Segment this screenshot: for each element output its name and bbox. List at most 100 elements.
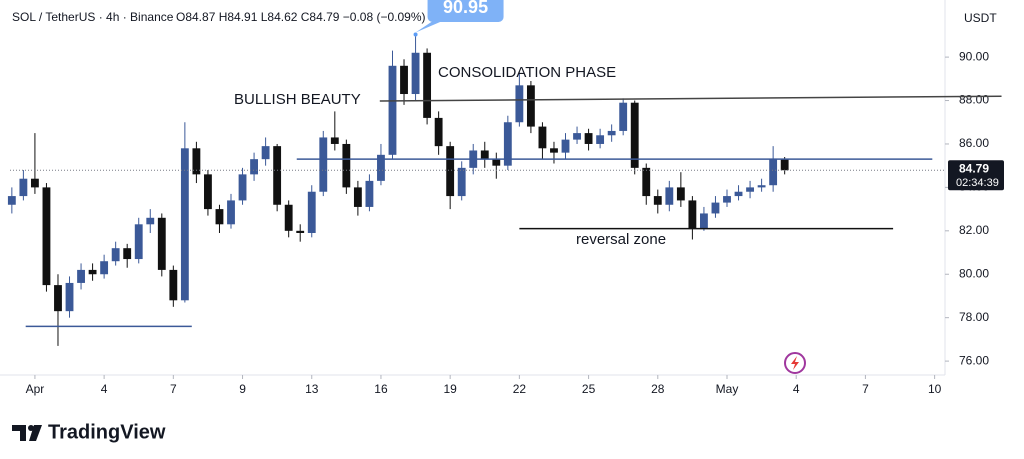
x-tick-label: 10 <box>928 382 942 396</box>
candle-body <box>700 213 708 229</box>
tradingview-logo <box>12 425 42 441</box>
x-tick-label: 9 <box>239 382 246 396</box>
candle-body <box>261 146 270 160</box>
candle-body <box>342 143 351 188</box>
candle-body <box>227 200 235 225</box>
callout-pointer <box>415 20 444 33</box>
candle-body <box>273 146 282 205</box>
candle-body <box>676 187 685 201</box>
candle-body <box>157 217 166 270</box>
candle-body <box>65 282 74 312</box>
y-tick-label: 76.00 <box>959 353 989 367</box>
header-ohlc: O84.87 H84.91 L84.62 C84.79 −0.08 (−0.09… <box>176 10 426 24</box>
candle-body <box>665 187 674 205</box>
candle-body <box>204 174 212 210</box>
candle-body <box>169 269 178 301</box>
candle-body <box>192 148 201 175</box>
candle-body <box>250 159 258 175</box>
candle-body <box>434 117 443 147</box>
annotation: reversal zone <box>576 231 666 248</box>
candle-body <box>503 122 512 166</box>
candle-body <box>619 102 628 131</box>
high-marker <box>413 32 418 37</box>
candle-body <box>307 191 316 233</box>
candle-body <box>215 209 224 225</box>
candle-body <box>423 52 432 118</box>
candle-body <box>353 187 362 207</box>
y-tick-label: 88.00 <box>959 93 989 107</box>
candle-body <box>30 178 39 188</box>
candle-body <box>365 180 374 207</box>
candle-body <box>746 187 754 192</box>
annotation: CONSOLIDATION PHASE <box>438 64 616 81</box>
candle-body <box>134 224 143 260</box>
brand: TradingView <box>48 421 166 443</box>
y-tick-label: 86.00 <box>959 136 989 150</box>
candle-body <box>284 204 293 231</box>
drawn-line <box>379 95 1002 102</box>
candle-body <box>526 85 535 127</box>
candle-body <box>561 139 570 153</box>
candle-body <box>377 154 385 181</box>
candle-body <box>111 248 120 262</box>
candle-body <box>515 85 524 123</box>
candle-body <box>319 137 328 192</box>
candle-body <box>584 133 593 144</box>
x-tick-label: 16 <box>374 382 388 396</box>
candle-body <box>711 202 720 214</box>
x-tick-label: 28 <box>651 382 665 396</box>
x-tick-label: 4 <box>101 382 108 396</box>
x-tick-label: 7 <box>862 382 869 396</box>
x-tick-label: 7 <box>170 382 177 396</box>
currency: USDT <box>964 11 997 25</box>
x-tick-label: 4 <box>793 382 800 396</box>
candle-body <box>400 65 408 95</box>
header-symbol: SOL / TetherUS · 4h · Binance <box>12 10 174 24</box>
x-tick-label: 22 <box>513 382 527 396</box>
candle-body <box>769 159 778 186</box>
candle-body <box>492 159 501 166</box>
x-tick-label: May <box>716 382 739 396</box>
candle-body <box>180 148 189 301</box>
candle-body <box>100 261 109 275</box>
candle-body <box>538 126 547 149</box>
candle-body <box>723 196 731 203</box>
candle-body <box>780 159 789 171</box>
candle-body <box>296 230 305 233</box>
lightning-icon[interactable] <box>784 352 806 374</box>
candle-body <box>7 196 16 205</box>
candle-body <box>596 135 605 144</box>
candle-body <box>757 185 766 188</box>
candle-body <box>19 178 28 197</box>
candle-body <box>607 130 616 136</box>
candle-body <box>388 65 397 155</box>
candle-body <box>457 167 466 197</box>
y-tick-label: 82.00 <box>959 223 989 237</box>
callout-label: 90.95 <box>443 0 488 17</box>
plot <box>7 36 789 346</box>
candle-body <box>734 191 743 197</box>
candle-body <box>630 102 639 168</box>
candle-body <box>411 52 420 95</box>
candle-body <box>330 137 339 144</box>
candle-body <box>238 174 247 201</box>
countdown: 02:34:39 <box>956 177 999 189</box>
candle-body <box>653 196 662 205</box>
candle-body <box>146 217 155 225</box>
candle-body <box>480 150 489 160</box>
y-tick-label: 80.00 <box>959 266 989 280</box>
candle-body <box>573 133 581 140</box>
y-tick-label: 78.00 <box>959 310 989 324</box>
y-tick-label: 90.00 <box>959 49 989 63</box>
price-tag <box>948 160 1004 191</box>
annotation: BULLISH BEAUTY <box>234 91 361 108</box>
x-tick-label: Apr <box>26 382 45 396</box>
candle-body <box>88 269 97 275</box>
candle-body <box>42 187 51 286</box>
price-tag-value: 84.79 <box>959 161 989 175</box>
candle-body <box>54 285 62 312</box>
candle-body <box>688 200 697 229</box>
x-tick-label: 13 <box>305 382 319 396</box>
